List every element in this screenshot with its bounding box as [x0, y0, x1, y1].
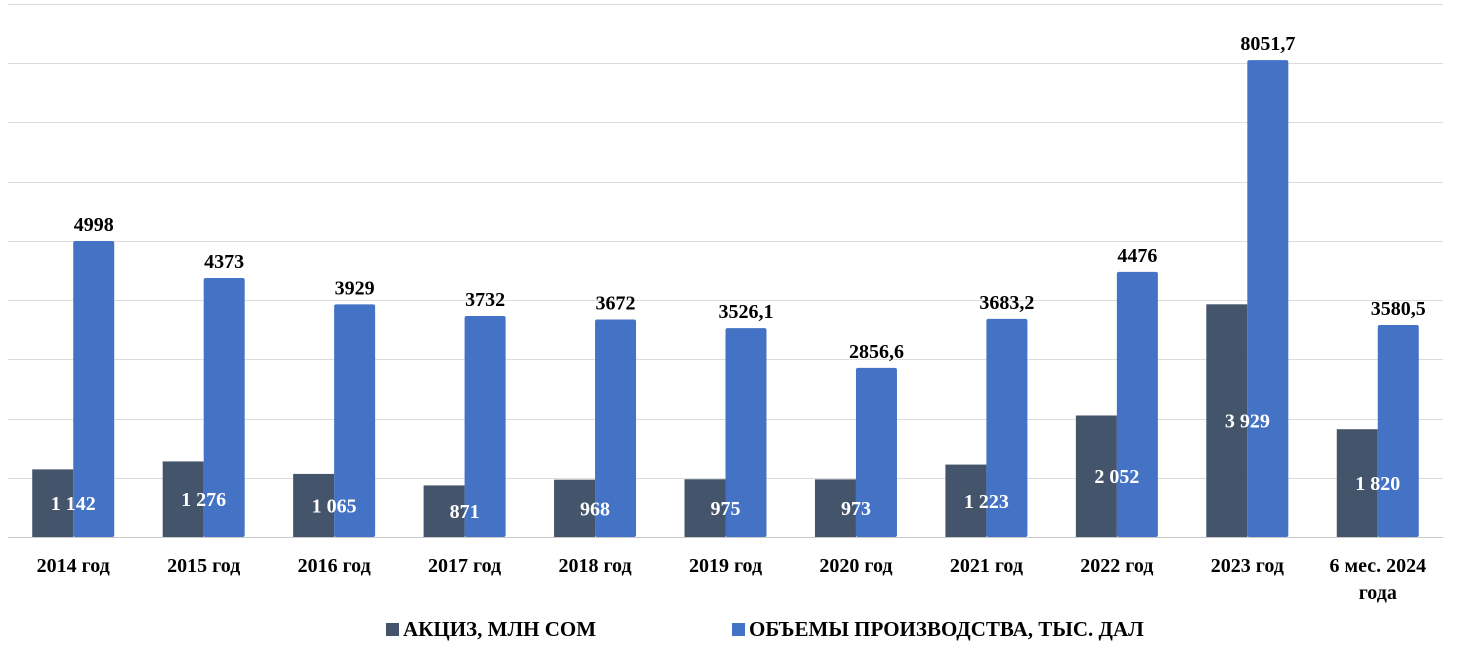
bar-production — [203, 278, 245, 537]
x-tick-label: 2021 год — [950, 555, 1023, 577]
bar-production — [1377, 324, 1419, 537]
data-label-excise: 3 929 — [1225, 411, 1270, 433]
bar-production — [725, 328, 767, 537]
bar-excise — [684, 479, 726, 537]
legend-label-excise: АКЦИЗ, МЛН СОМ — [403, 617, 597, 641]
x-tick-label: 2014 год — [37, 555, 110, 577]
data-label-excise: 1 223 — [964, 491, 1009, 513]
legend-swatch-excise — [386, 623, 399, 636]
category-group: 1 820 3580,5 6 мес. 2024 года — [1329, 298, 1426, 604]
data-label-production: 4476 — [1117, 245, 1157, 267]
category-group: 2 052 4476 2022 год — [1075, 245, 1158, 577]
data-label-production: 4998 — [74, 214, 114, 236]
category-group: 1 276 4373 2015 год — [162, 251, 245, 577]
data-label-production: 3683,2 — [979, 292, 1034, 314]
x-tick-label: 2022 год — [1080, 555, 1153, 577]
data-label-excise: 1 820 — [1355, 473, 1400, 495]
gridlines — [8, 4, 1443, 538]
data-label-excise: 1 276 — [181, 489, 226, 511]
x-tick-label: 2019 год — [689, 555, 762, 577]
bar-excise — [423, 485, 465, 537]
legend-item-excise: АКЦИЗ, МЛН СОМ — [386, 617, 596, 642]
bar-production — [595, 319, 637, 537]
data-label-excise: 1 065 — [312, 495, 357, 517]
data-label-production: 2856,6 — [849, 341, 904, 363]
bar-excise — [32, 469, 74, 537]
bar-excise — [554, 479, 596, 537]
x-tick-label: 2023 год — [1211, 555, 1284, 577]
bar-excise — [945, 464, 987, 537]
bar-excise — [1206, 304, 1248, 537]
bar-production — [334, 304, 376, 537]
bar-excise — [293, 473, 335, 537]
data-label-production: 3672 — [596, 293, 636, 315]
x-tick-label: 2015 год — [167, 555, 240, 577]
data-label-production: 4373 — [204, 251, 244, 273]
bar-excise — [1336, 429, 1378, 537]
category-group: 975 3526,1 2019 год — [684, 301, 774, 577]
data-label-excise: 871 — [450, 501, 480, 523]
legend-label-production: ОБЪЕМЫ ПРОИЗВОДСТВА, ТЫС. ДАЛ — [749, 617, 1144, 641]
bar-production — [464, 315, 506, 537]
data-label-excise: 1 142 — [51, 493, 96, 515]
data-label-excise: 973 — [841, 498, 871, 520]
data-label-excise: 968 — [580, 498, 610, 520]
category-group: 1 065 3929 2016 год — [293, 277, 376, 577]
data-label-excise: 975 — [711, 498, 741, 520]
legend-swatch-production — [732, 623, 745, 636]
bar-excise — [1075, 415, 1117, 537]
x-tick-label: 2016 год — [298, 555, 371, 577]
legend: АКЦИЗ, МЛН СОМ ОБЪЕМЫ ПРОИЗВОДСТВА, ТЫС.… — [0, 617, 1463, 647]
x-tick-label: 2018 год — [558, 555, 631, 577]
legend-item-production: ОБЪЕМЫ ПРОИЗВОДСТВА, ТЫС. ДАЛ — [732, 617, 1144, 642]
category-group: 968 3672 2018 год — [554, 293, 637, 577]
data-label-production: 3929 — [335, 277, 375, 299]
bar-excise — [814, 479, 856, 537]
data-label-production: 3526,1 — [719, 301, 774, 323]
bar-production — [1116, 271, 1158, 537]
category-group: 973 2856,6 2020 год — [814, 341, 904, 577]
category-group: 1 142 4998 2014 год — [32, 214, 115, 577]
category-group: 1 223 3683,2 2021 год — [945, 292, 1034, 577]
x-tick-label: 6 мес. 2024 — [1329, 555, 1426, 577]
data-label-production: 3732 — [465, 289, 505, 311]
x-tick-label: 2020 год — [819, 555, 892, 577]
bar-production — [1247, 60, 1289, 538]
bar-excise — [162, 461, 204, 537]
x-tick-label: 2017 год — [428, 555, 501, 577]
bar-production — [73, 241, 115, 538]
category-group: 3 929 8051,7 2023 год — [1206, 33, 1295, 577]
category-group: 871 3732 2017 год — [423, 289, 506, 577]
data-label-excise: 2 052 — [1094, 466, 1139, 488]
data-label-production: 3580,5 — [1371, 298, 1426, 320]
bar-production — [986, 318, 1028, 537]
data-label-production: 8051,7 — [1240, 33, 1295, 55]
x-tick-label: года — [1359, 582, 1397, 604]
bar-production — [855, 367, 897, 537]
